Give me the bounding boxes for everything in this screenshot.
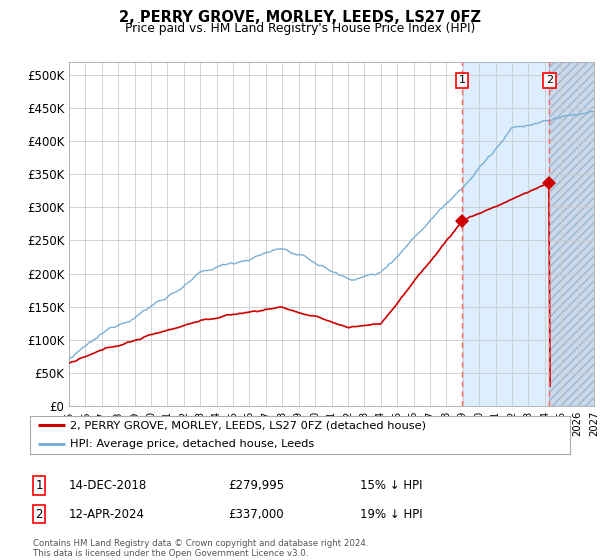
Text: 2: 2 [546,76,553,85]
Text: 2: 2 [35,507,43,521]
Text: 19% ↓ HPI: 19% ↓ HPI [360,507,422,521]
Text: Price paid vs. HM Land Registry's House Price Index (HPI): Price paid vs. HM Land Registry's House … [125,22,475,35]
Text: 15% ↓ HPI: 15% ↓ HPI [360,479,422,492]
Text: 1: 1 [458,76,466,85]
Text: £279,995: £279,995 [228,479,284,492]
Text: 2, PERRY GROVE, MORLEY, LEEDS, LS27 0FZ (detached house): 2, PERRY GROVE, MORLEY, LEEDS, LS27 0FZ … [71,420,427,430]
Text: 14-DEC-2018: 14-DEC-2018 [69,479,147,492]
Text: 12-APR-2024: 12-APR-2024 [69,507,145,521]
Text: £337,000: £337,000 [228,507,284,521]
Bar [550,62,600,406]
Text: 2, PERRY GROVE, MORLEY, LEEDS, LS27 0FZ: 2, PERRY GROVE, MORLEY, LEEDS, LS27 0FZ [119,10,481,25]
Text: HPI: Average price, detached house, Leeds: HPI: Average price, detached house, Leed… [71,439,315,449]
Bar [462,62,550,406]
Text: 1: 1 [35,479,43,492]
Text: Contains HM Land Registry data © Crown copyright and database right 2024.
This d: Contains HM Land Registry data © Crown c… [33,539,368,558]
